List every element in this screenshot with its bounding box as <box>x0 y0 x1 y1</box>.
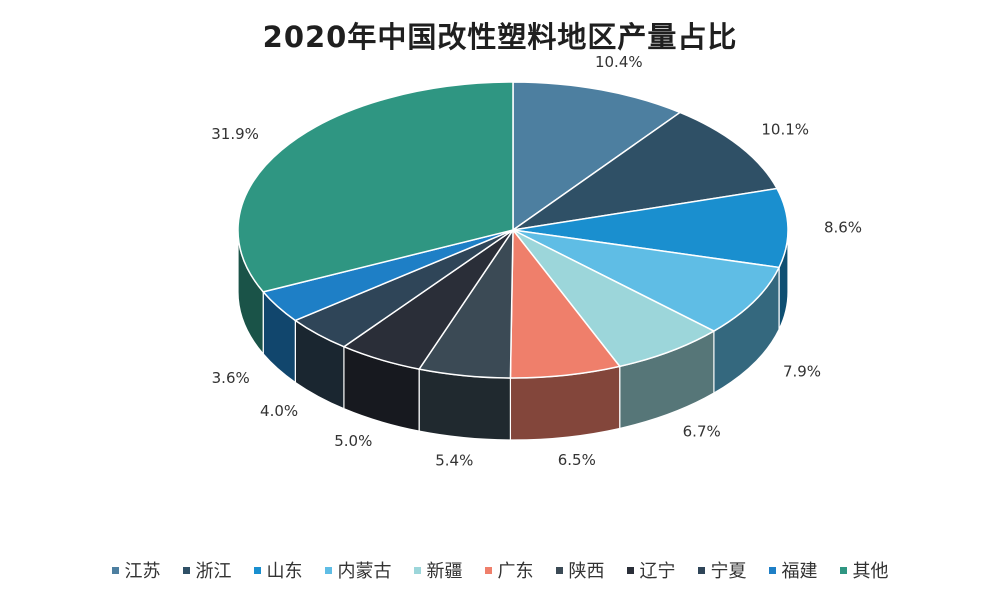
legend-item-1: 浙江 <box>182 557 232 583</box>
legend-label: 陕西 <box>568 561 605 582</box>
legend-label: 辽宁 <box>639 561 676 582</box>
legend-item-6: 陕西 <box>555 557 605 583</box>
pie-slice-3 <box>512 229 781 332</box>
chart-title: 2020年中国改性塑料地区产量占比 <box>262 20 738 54</box>
pie-label-8: 4.0% <box>260 402 298 420</box>
legend-swatch <box>253 566 261 574</box>
pie-side-6 <box>418 368 512 441</box>
legend-swatch <box>413 566 421 574</box>
legend: 江苏 浙江 山东 内蒙古 新疆 广东 陕西 辽宁 宁夏 福建 其他 <box>30 556 970 584</box>
pie-label-2: 8.6% <box>824 219 862 237</box>
pie-slice-4 <box>512 229 716 368</box>
pie-label-0: 10.4% <box>595 53 643 71</box>
pie-labels: 10.4% 10.1% 8.6% 7.9% 6.7% 6.5% 5.4% 5.0% 4.0% 3.… <box>211 53 862 470</box>
legend-label: 宁夏 <box>710 561 747 582</box>
pie-slice-0 <box>512 81 682 232</box>
legend-item-9: 福建 <box>768 557 818 583</box>
pie-label-4: 6.7% <box>683 423 721 441</box>
legend-swatch <box>484 566 492 574</box>
legend-swatch <box>324 566 332 574</box>
legend-label: 江苏 <box>124 561 161 582</box>
legend-label: 山东 <box>266 561 303 582</box>
legend-item-3: 内蒙古 <box>324 557 392 583</box>
legend-swatch <box>182 566 190 574</box>
pie-slice-10 <box>237 81 514 293</box>
pie-label-10: 31.9% <box>211 125 259 143</box>
legend-item-7: 辽宁 <box>626 557 676 583</box>
legend-item-5: 广东 <box>484 557 534 583</box>
pie-label-5: 6.5% <box>558 451 596 469</box>
legend-label: 福建 <box>781 561 818 582</box>
legend-swatch <box>839 566 847 574</box>
legend-item-4: 新疆 <box>413 557 463 583</box>
pie-top <box>237 81 789 379</box>
pie-slice-5 <box>509 227 622 379</box>
pie-slice-2 <box>512 187 789 269</box>
legend-swatch <box>111 566 119 574</box>
legend-swatch <box>626 566 634 574</box>
legend-label: 浙江 <box>195 561 232 582</box>
pie-sides <box>237 229 789 441</box>
pie-chart: 10.4% 10.1% 8.6% 7.9% 6.7% 6.5% 5.4% 5.0% 4.0% 3.… <box>211 53 862 470</box>
legend-swatch <box>555 566 563 574</box>
pie-label-3: 7.9% <box>783 363 821 381</box>
legend-label: 广东 <box>497 561 534 582</box>
pie-label-6: 5.4% <box>435 452 473 470</box>
legend-label: 内蒙古 <box>337 561 392 582</box>
legend-swatch <box>768 566 776 574</box>
pie-label-1: 10.1% <box>761 121 809 139</box>
legend-label: 其他 <box>852 561 889 582</box>
pie-label-9: 3.6% <box>212 369 250 387</box>
legend-label: 新疆 <box>426 561 463 582</box>
legend-item-2: 山东 <box>253 557 303 583</box>
legend-item-10: 其他 <box>839 557 889 583</box>
legend-swatch <box>697 566 705 574</box>
legend-item-8: 宁夏 <box>697 557 747 583</box>
pie-slice-1 <box>512 111 779 231</box>
pie-label-7: 5.0% <box>334 432 372 450</box>
legend-item-0: 江苏 <box>111 557 161 583</box>
